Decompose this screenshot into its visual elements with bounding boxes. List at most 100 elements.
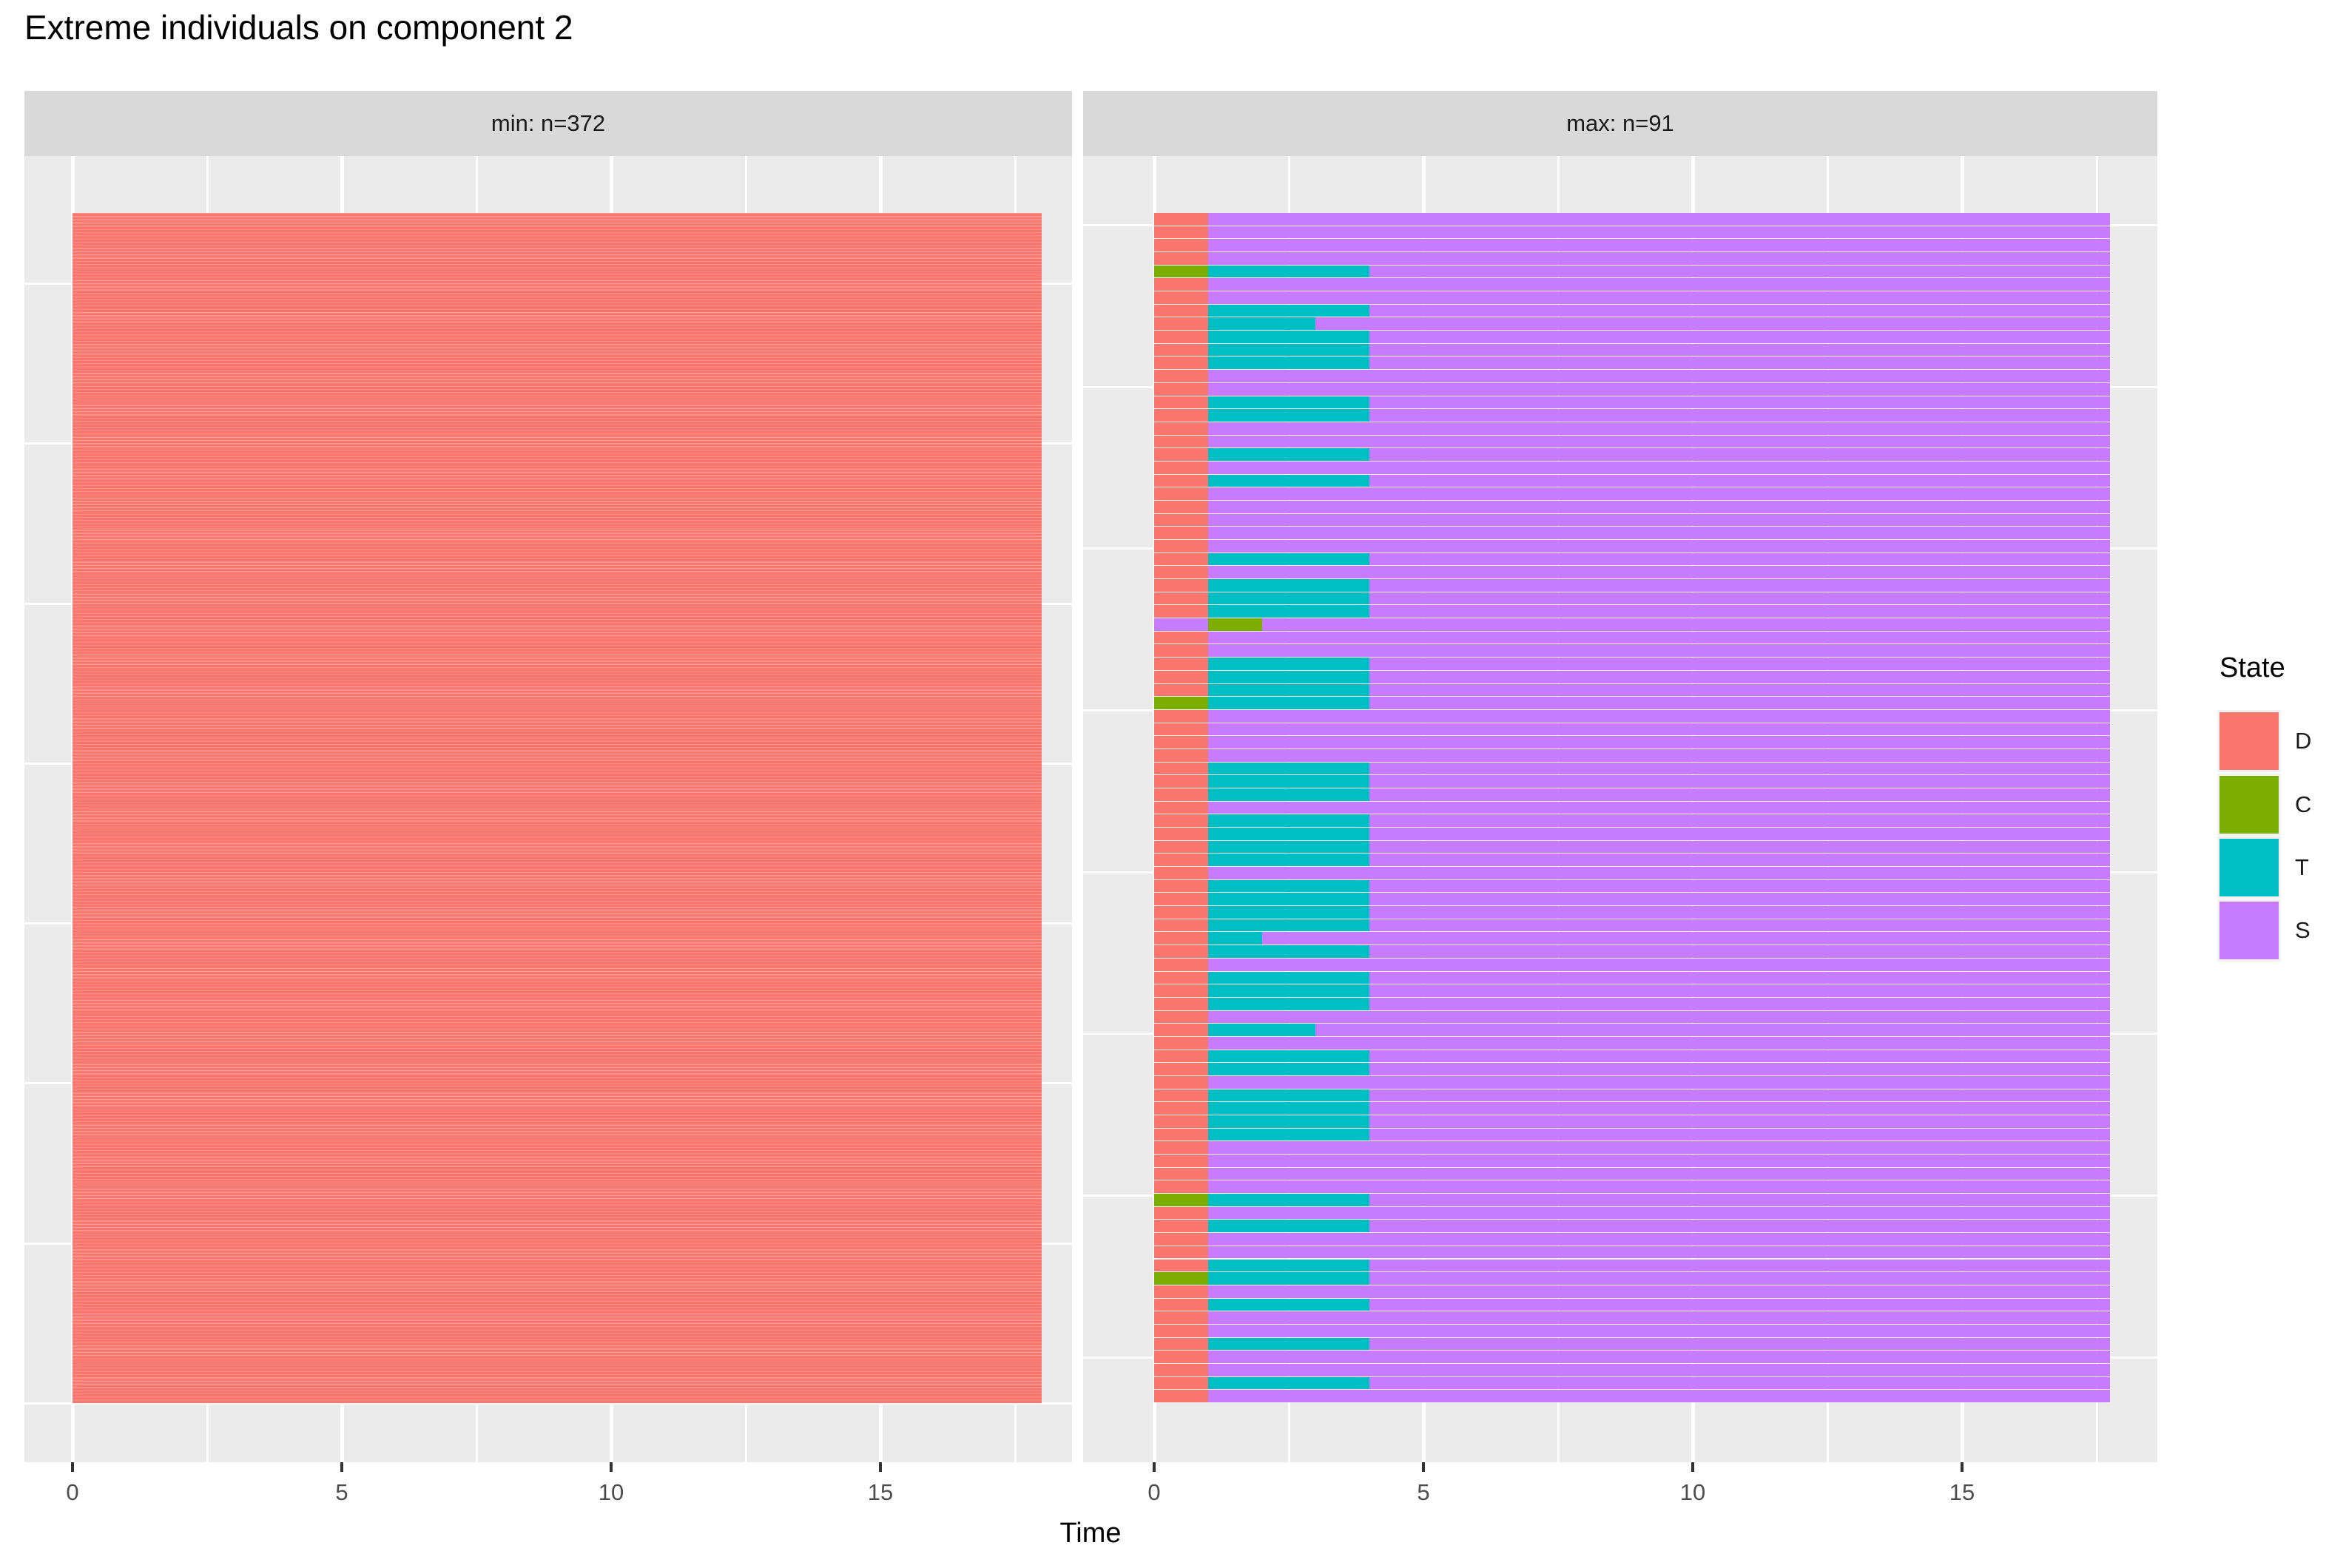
state-segment-D bbox=[1154, 658, 1208, 670]
sequence-row bbox=[1154, 631, 2111, 645]
sequence-row bbox=[1154, 1363, 2111, 1377]
state-segment-S bbox=[1207, 709, 2111, 723]
state-segment-S bbox=[1207, 1155, 2111, 1167]
state-segment-D bbox=[1154, 932, 1208, 945]
state-segment-D bbox=[1154, 461, 1208, 474]
state-segment-S bbox=[1369, 356, 2111, 370]
sequence-row bbox=[1154, 1233, 2111, 1246]
sequence-row bbox=[1154, 1089, 2111, 1103]
state-segment-T bbox=[1207, 984, 1370, 997]
state-segment-D bbox=[1154, 971, 1208, 984]
sequence-row bbox=[1154, 1141, 2111, 1155]
sequence-row bbox=[1154, 566, 2111, 580]
state-segment-C bbox=[1154, 265, 1208, 278]
state-segment-D bbox=[1154, 1206, 1208, 1220]
state-segment-S bbox=[1207, 1167, 2111, 1180]
sequence-row bbox=[1154, 409, 2111, 422]
state-segment-T bbox=[1207, 1272, 1370, 1285]
state-segment-D bbox=[1154, 736, 1208, 748]
state-segment-D bbox=[1154, 1141, 1208, 1155]
state-segment-T bbox=[1207, 1050, 1370, 1063]
state-segment-S bbox=[1207, 1206, 2111, 1220]
state-segment-D bbox=[1154, 579, 1208, 592]
sequence-row bbox=[1154, 958, 2111, 972]
state-segment-S bbox=[1369, 945, 2111, 958]
state-segment-T bbox=[1207, 788, 1370, 801]
state-segment-D bbox=[1154, 252, 1208, 265]
sequence-row bbox=[1154, 435, 2111, 449]
state-segment-D bbox=[1154, 527, 1208, 540]
state-segment-T bbox=[1207, 1376, 1370, 1390]
state-segment-D bbox=[1154, 840, 1208, 854]
state-segment-D bbox=[1154, 291, 1208, 304]
state-segment-S bbox=[1369, 697, 2111, 709]
state-segment-T bbox=[1207, 1063, 1370, 1075]
state-segment-D bbox=[1154, 474, 1208, 487]
legend-label-C: C bbox=[2295, 791, 2312, 817]
legend-key-T bbox=[2219, 839, 2279, 896]
state-segment-T bbox=[1207, 1220, 1370, 1233]
state-segment-D bbox=[1154, 1390, 1208, 1402]
sequence-row bbox=[1154, 840, 2111, 854]
state-segment-T bbox=[1207, 854, 1370, 867]
sequence-row bbox=[1154, 1194, 2111, 1207]
state-segment-T bbox=[1207, 1089, 1370, 1102]
sequence-row bbox=[1154, 618, 2111, 632]
state-segment-D bbox=[1154, 422, 1208, 435]
sequence-row bbox=[1154, 697, 2111, 710]
sequence-row bbox=[1154, 1024, 2111, 1037]
state-segment-T bbox=[1207, 840, 1370, 854]
sequence-row bbox=[1154, 552, 2111, 567]
state-segment-D bbox=[1154, 854, 1208, 867]
state-segment-S bbox=[1369, 971, 2111, 984]
state-segment-D bbox=[1154, 1128, 1208, 1141]
state-segment-D bbox=[1154, 1298, 1208, 1311]
state-segment-D bbox=[1154, 997, 1208, 1010]
sequence-row bbox=[1154, 828, 2111, 841]
state-segment-D bbox=[1154, 566, 1208, 579]
state-segment-S bbox=[1207, 723, 2111, 736]
state-segment-D bbox=[1154, 435, 1208, 448]
state-segment-D bbox=[1154, 1363, 1208, 1376]
state-segment-D bbox=[1154, 278, 1208, 291]
state-segment-T bbox=[1207, 304, 1370, 317]
state-segment-S bbox=[1207, 382, 2111, 396]
sequence-row bbox=[1154, 331, 2111, 344]
sequence-row bbox=[1154, 906, 2111, 919]
state-segment-T bbox=[1207, 1128, 1370, 1141]
x-axis-tick bbox=[1153, 1462, 1156, 1472]
sequence-row bbox=[1154, 448, 2111, 462]
state-segment-S bbox=[1207, 1390, 2111, 1402]
state-segment-D bbox=[1154, 775, 1208, 788]
state-segment-T bbox=[1207, 1115, 1370, 1128]
sequence-row bbox=[1154, 762, 2111, 776]
state-segment-D bbox=[1154, 448, 1208, 461]
sequence-row bbox=[1154, 592, 2111, 606]
state-segment-S bbox=[1207, 736, 2111, 748]
sequence-row bbox=[1154, 748, 2111, 763]
state-segment-D bbox=[1154, 1075, 1208, 1089]
state-segment-S bbox=[1369, 658, 2111, 670]
x-axis-tick bbox=[610, 1462, 613, 1472]
sequence-row bbox=[1154, 278, 2111, 292]
state-segment-S bbox=[1369, 1259, 2111, 1272]
state-segment-D bbox=[1154, 1010, 1208, 1024]
sequence-row bbox=[1154, 919, 2111, 933]
state-segment-D bbox=[1154, 1089, 1208, 1102]
state-segment-D bbox=[1154, 370, 1208, 382]
sequence-row bbox=[1154, 1167, 2111, 1181]
state-segment-S bbox=[1369, 788, 2111, 801]
sequence-row bbox=[1154, 252, 2111, 266]
state-segment-D bbox=[1154, 409, 1208, 422]
sequence-row bbox=[1154, 356, 2111, 371]
x-axis-tick bbox=[1422, 1462, 1425, 1472]
facet-strip-max: max: n=91 bbox=[1083, 91, 2157, 156]
state-segment-S bbox=[1207, 278, 2111, 291]
sequence-row bbox=[1154, 1036, 2111, 1050]
state-segment-S bbox=[1207, 1311, 2111, 1324]
state-segment-S bbox=[1369, 1089, 2111, 1102]
state-segment-D bbox=[1154, 1324, 1208, 1337]
state-segment-S bbox=[1369, 579, 2111, 592]
sequence-row bbox=[1154, 474, 2111, 488]
state-segment-S bbox=[1207, 291, 2111, 304]
